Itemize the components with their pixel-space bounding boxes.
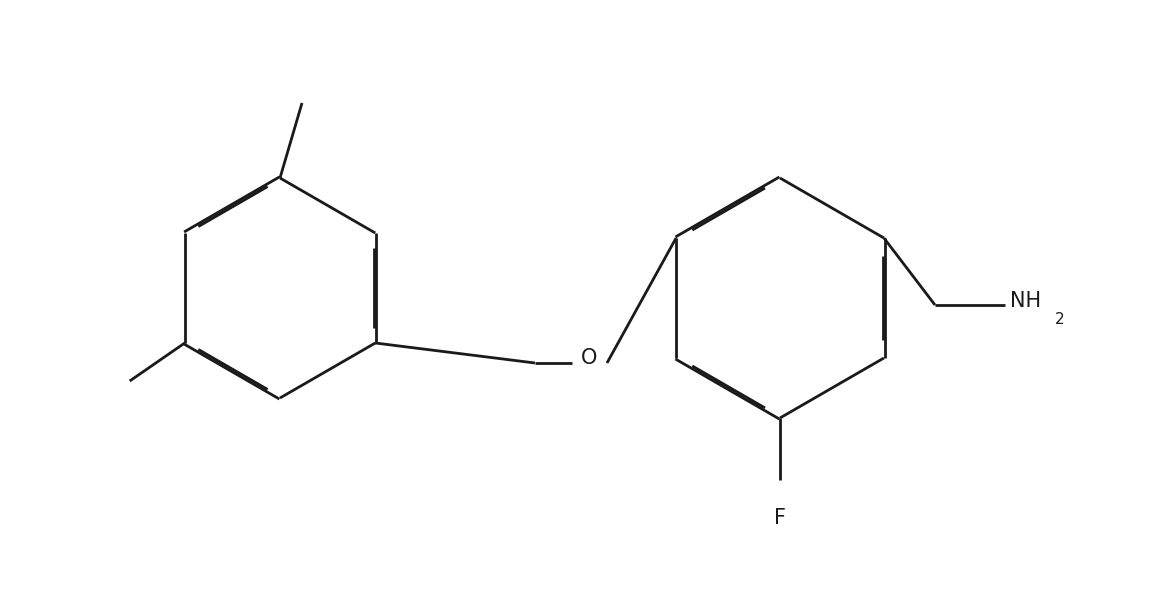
Text: NH: NH — [1010, 291, 1041, 311]
Text: 2: 2 — [1055, 313, 1064, 328]
Text: F: F — [774, 508, 786, 528]
Text: O: O — [581, 348, 597, 368]
